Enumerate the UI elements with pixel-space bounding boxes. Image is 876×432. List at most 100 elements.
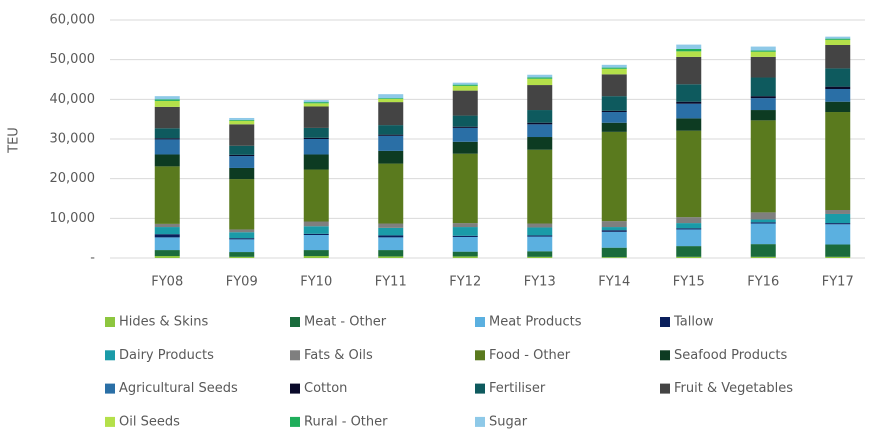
legend-label: Seafood Products [674,348,787,363]
bar-segment [527,124,553,138]
bar-segment [601,227,627,231]
legend-label: Oil Seeds [119,414,180,429]
bar-segment [229,229,255,233]
bar-segment [229,154,255,157]
bar-segment [527,77,553,79]
legend-swatch [290,416,300,427]
bar-segment [229,179,255,230]
legend-swatch [475,416,485,427]
bar-segment [452,84,478,86]
legend-label: Tallow [673,315,714,330]
bar-segment [378,256,404,258]
bar-segment [303,221,329,227]
bar-segment [825,86,851,90]
bar-segment [676,256,702,258]
bar-segment [154,96,180,100]
bar-segment [750,223,776,245]
legend-label: Fats & Oils [304,348,373,363]
y-tick-label: 40,000 [50,92,96,107]
bar-segment [601,110,627,113]
bar-segment [378,134,404,136]
bar-segment [676,51,702,57]
x-tick-label: FY11 [375,275,407,290]
bar-segment [303,226,329,234]
x-tick-label: FY13 [524,275,556,290]
bar-segment [527,78,553,86]
legend-label: Fruit & Vegetables [674,381,793,396]
y-tick-label: 30,000 [50,132,96,147]
bar-segment [229,252,255,257]
x-tick-label: FY17 [822,275,854,290]
bar-segment [676,130,702,218]
bar-segment [229,124,255,146]
bar-segment [303,234,329,251]
bar-segment [601,112,627,123]
bar-segment [527,85,553,111]
legend-label: Fertiliser [489,381,546,396]
bar-segment [452,235,478,237]
bar-segment [676,223,702,229]
bar-segment [229,119,255,121]
bar-segment [303,250,329,257]
bar-segment [378,223,404,228]
x-tick-label: FY09 [226,275,258,290]
legend-label: Food - Other [489,348,571,363]
bar-segment [825,36,851,39]
bar-segment [452,223,478,228]
x-tick-label: FY08 [151,275,183,290]
bar-segment [229,232,255,239]
bar-segment [750,46,776,51]
y-tick-label: 10,000 [50,211,96,226]
bar-segment [452,115,478,127]
bar-segment [750,256,776,258]
bar-segment [378,227,404,236]
bar-segment [452,251,478,257]
bar-segment [527,223,553,228]
bar-segment [676,84,702,102]
bar-segment [303,102,329,104]
bar-segment [229,156,255,168]
bar-segment [378,250,404,257]
bar-segment [750,219,776,223]
legend-label: Meat Products [489,315,582,330]
legend-label: Cotton [304,381,347,396]
legend-swatch [105,416,115,427]
bar-segment [676,103,702,119]
bar-segment [303,256,329,258]
bar-segment [750,50,776,52]
bar-segment [154,100,180,107]
bar-segment [676,56,702,85]
bar-segment [154,106,180,129]
bar-segment [452,256,478,258]
bar-segment [378,150,404,164]
bar-segment [303,103,329,107]
bar-segment [750,110,776,121]
bar-segment [825,244,851,257]
bar-segment [601,74,627,97]
bar-segment [825,210,851,214]
x-tick-label: FY12 [449,275,481,290]
bar-segment [676,44,702,49]
bar-segment [452,141,478,154]
bar-segment [825,213,851,224]
bar-segment [825,68,851,87]
bar-segment [154,227,180,235]
bar-segment [303,106,329,128]
bar-segment [527,235,553,237]
x-tick-label: FY15 [673,275,705,290]
bar-segment [825,89,851,102]
bar-segment [303,139,329,155]
bar-segment [527,236,553,252]
bar-segment [676,246,702,257]
bar-segment [452,90,478,116]
legend-label: Sugar [489,414,528,429]
legend-swatch [475,317,485,327]
legend-swatch [660,383,670,394]
legend-label: Meat - Other [304,315,387,330]
bar-segment [601,131,627,222]
y-tick-label: 60,000 [50,13,96,28]
bar-segment [154,237,180,251]
bar-segment [154,256,180,258]
bar-segment [452,126,478,128]
bar-segment [527,137,553,150]
